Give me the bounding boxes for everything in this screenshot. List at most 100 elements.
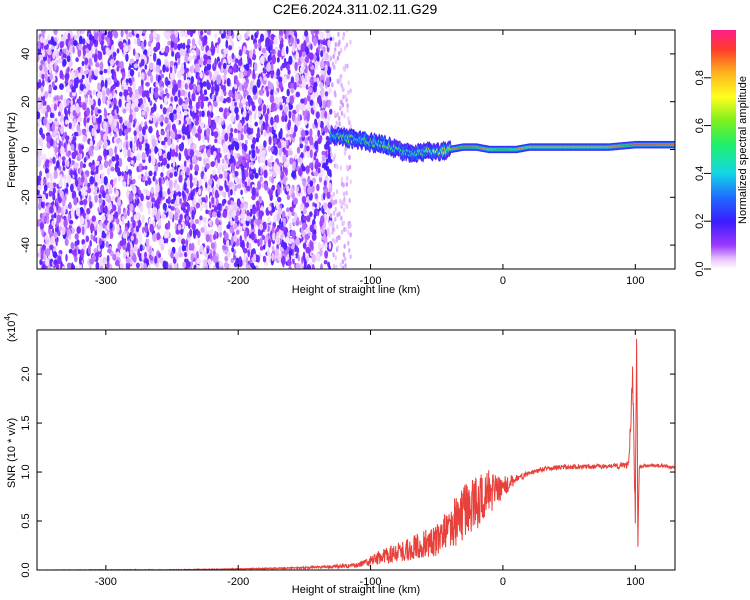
noise-speckle bbox=[230, 127, 234, 133]
noise-speckle bbox=[213, 233, 217, 240]
noise-speckle bbox=[85, 107, 90, 116]
noise-speckle bbox=[125, 258, 131, 264]
noise-speckle bbox=[54, 170, 58, 179]
noise-speckle bbox=[229, 181, 234, 187]
noise-speckle bbox=[82, 48, 86, 56]
noise-speckle bbox=[199, 215, 203, 221]
noise-speckle bbox=[335, 163, 338, 169]
noise-speckle bbox=[162, 260, 167, 269]
noise-speckle bbox=[49, 206, 54, 214]
noise-speckle bbox=[214, 138, 218, 144]
noise-speckle bbox=[49, 72, 53, 81]
noise-speckle bbox=[172, 161, 176, 168]
noise-speckle bbox=[324, 53, 327, 62]
noise-speckle bbox=[105, 241, 109, 248]
noise-speckle bbox=[119, 263, 124, 269]
noise-speckle bbox=[340, 47, 343, 53]
noise-speckle bbox=[264, 261, 269, 266]
noise-speckle bbox=[129, 248, 134, 257]
noise-speckle bbox=[83, 88, 87, 95]
noise-speckle bbox=[95, 165, 99, 175]
noise-speckle bbox=[92, 89, 97, 96]
noise-speckle bbox=[94, 252, 100, 257]
noise-speckle bbox=[144, 225, 148, 233]
noise-speckle bbox=[200, 71, 203, 79]
noise-speckle bbox=[84, 220, 88, 230]
noise-speckle bbox=[268, 175, 272, 183]
noise-speckle bbox=[103, 68, 108, 74]
noise-speckle bbox=[211, 40, 214, 51]
noise-speckle bbox=[246, 241, 249, 249]
noise-speckle bbox=[61, 35, 65, 42]
noise-speckle bbox=[135, 225, 140, 233]
noise-speckle bbox=[206, 149, 211, 158]
noise-speckle bbox=[151, 156, 156, 166]
noise-speckle bbox=[170, 251, 174, 259]
noise-speckle bbox=[134, 98, 139, 106]
noise-speckle bbox=[317, 44, 321, 52]
noise-speckle bbox=[242, 247, 248, 254]
noise-speckle bbox=[270, 71, 274, 79]
noise-speckle bbox=[166, 80, 171, 86]
noise-speckle bbox=[37, 121, 40, 128]
noise-speckle bbox=[305, 165, 310, 174]
noise-speckle bbox=[227, 153, 231, 160]
noise-speckle bbox=[210, 174, 213, 180]
noise-speckle bbox=[245, 63, 250, 71]
noise-speckle bbox=[130, 160, 134, 165]
noise-speckle bbox=[88, 147, 94, 157]
noise-speckle bbox=[222, 210, 227, 218]
noise-speckle bbox=[79, 83, 85, 91]
noise-speckle bbox=[168, 105, 174, 112]
noise-speckle bbox=[174, 251, 180, 260]
noise-speckle bbox=[344, 146, 347, 152]
noise-speckle bbox=[60, 94, 63, 101]
noise-speckle bbox=[127, 86, 132, 92]
noise-speckle bbox=[138, 124, 142, 132]
noise-speckle bbox=[137, 174, 142, 180]
noise-speckle bbox=[75, 105, 81, 114]
noise-speckle bbox=[335, 120, 338, 126]
noise-speckle bbox=[50, 214, 55, 219]
noise-speckle bbox=[226, 77, 231, 87]
noise-speckle bbox=[75, 207, 81, 217]
noise-speckle bbox=[214, 33, 218, 39]
noise-speckle bbox=[206, 82, 211, 91]
noise-speckle bbox=[62, 58, 67, 67]
noise-speckle bbox=[150, 86, 154, 97]
noise-speckle bbox=[55, 59, 58, 66]
noise-speckle bbox=[177, 79, 182, 84]
noise-speckle bbox=[205, 209, 209, 215]
noise-speckle bbox=[89, 75, 92, 83]
noise-speckle bbox=[71, 151, 77, 160]
noise-speckle bbox=[218, 118, 222, 126]
noise-speckle bbox=[278, 162, 283, 167]
noise-speckle bbox=[169, 64, 173, 74]
noise-speckle bbox=[96, 160, 100, 166]
noise-speckle bbox=[87, 187, 92, 194]
noise-speckle bbox=[182, 49, 186, 57]
noise-speckle bbox=[193, 198, 197, 206]
noise-speckle bbox=[251, 149, 256, 155]
noise-speckle bbox=[127, 220, 130, 229]
noise-speckle bbox=[135, 195, 138, 200]
noise-speckle bbox=[319, 135, 323, 141]
noise-speckle bbox=[299, 103, 305, 110]
noise-speckle bbox=[253, 113, 257, 120]
noise-speckle bbox=[126, 242, 131, 252]
noise-speckle bbox=[327, 152, 332, 161]
noise-speckle bbox=[125, 165, 128, 173]
noise-speckle bbox=[99, 258, 103, 267]
noise-speckle bbox=[332, 200, 335, 206]
noise-speckle bbox=[258, 89, 263, 96]
noise-speckle bbox=[95, 62, 100, 68]
noise-speckle bbox=[223, 62, 227, 70]
noise-speckle bbox=[289, 222, 292, 231]
noise-speckle bbox=[205, 181, 208, 189]
noise-speckle bbox=[97, 98, 101, 107]
noise-speckle bbox=[113, 114, 118, 120]
noise-speckle bbox=[65, 151, 69, 157]
noise-speckle bbox=[203, 89, 208, 96]
noise-speckle bbox=[110, 166, 115, 172]
